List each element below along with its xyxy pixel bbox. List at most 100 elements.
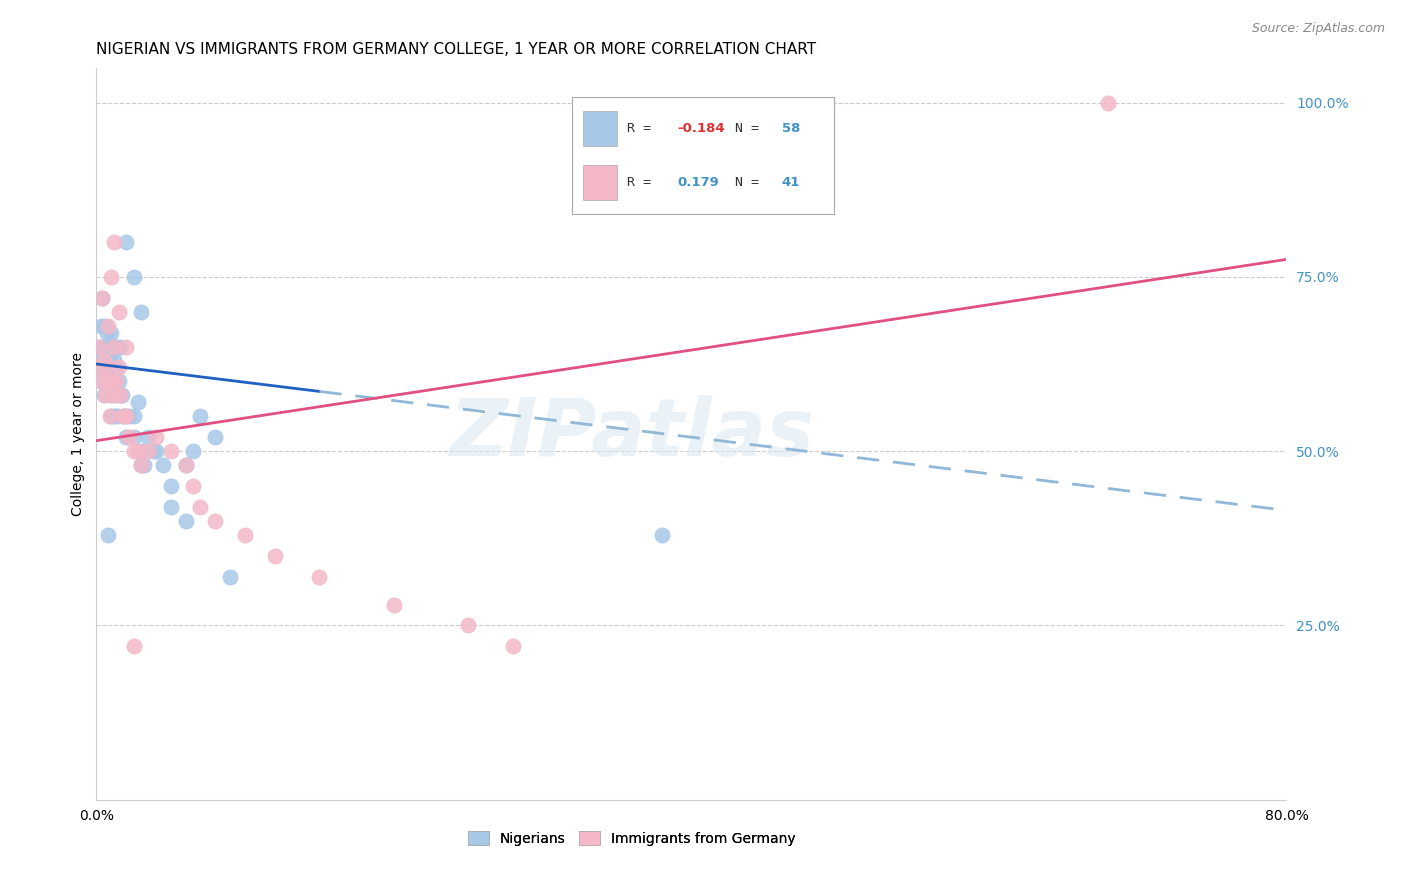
Point	[190, 409, 212, 424]
Point	[159, 500, 181, 514]
Point	[204, 430, 226, 444]
Point	[97, 375, 120, 389]
Point	[93, 353, 115, 368]
Point	[152, 458, 174, 472]
Point	[122, 640, 145, 654]
Point	[112, 409, 135, 424]
Point	[502, 640, 524, 654]
Legend: Nigerians, Immigrants from Germany: Nigerians, Immigrants from Germany	[463, 825, 801, 851]
Text: ZIPatlas: ZIPatlas	[450, 394, 814, 473]
Point	[174, 458, 197, 472]
Point	[122, 430, 145, 444]
Point	[457, 618, 479, 632]
Point	[89, 340, 111, 354]
Point	[308, 569, 330, 583]
Point	[98, 388, 121, 402]
Point	[129, 458, 152, 472]
Point	[122, 444, 145, 458]
Point	[382, 598, 405, 612]
Point	[91, 375, 114, 389]
Point	[115, 340, 138, 354]
Point	[100, 326, 122, 340]
Point	[107, 360, 129, 375]
Point	[101, 340, 124, 354]
Point	[129, 444, 152, 458]
Point	[127, 395, 149, 409]
Point	[108, 388, 131, 402]
Point	[204, 514, 226, 528]
Point	[145, 444, 167, 458]
Point	[96, 375, 118, 389]
Point	[174, 514, 197, 528]
Point	[112, 409, 135, 424]
Point	[190, 500, 212, 514]
Point	[101, 375, 124, 389]
Point	[104, 388, 127, 402]
Point	[94, 388, 117, 402]
Point	[138, 444, 160, 458]
Point	[651, 528, 673, 542]
Point	[91, 291, 114, 305]
Point	[122, 409, 145, 424]
Point	[96, 360, 118, 375]
Point	[107, 375, 129, 389]
Point	[103, 409, 125, 424]
Point	[97, 318, 120, 333]
Point	[105, 409, 128, 424]
Point	[129, 304, 152, 318]
Point	[159, 479, 181, 493]
Text: Source: ZipAtlas.com: Source: ZipAtlas.com	[1251, 22, 1385, 36]
Point	[122, 269, 145, 284]
Point	[145, 430, 167, 444]
Point	[87, 360, 110, 375]
Point	[108, 340, 131, 354]
Point	[219, 569, 242, 583]
Point	[115, 430, 138, 444]
Point	[97, 528, 120, 542]
Point	[104, 340, 127, 354]
Point	[100, 269, 122, 284]
Point	[96, 326, 118, 340]
Point	[93, 388, 115, 402]
Point	[87, 360, 110, 375]
Point	[108, 388, 131, 402]
Point	[100, 360, 122, 375]
Point	[107, 304, 129, 318]
Point	[127, 444, 149, 458]
Point	[129, 458, 152, 472]
Point	[90, 375, 112, 389]
Point	[233, 528, 256, 542]
Point	[181, 479, 204, 493]
Point	[90, 318, 112, 333]
Point	[181, 444, 204, 458]
Point	[90, 353, 112, 368]
Point	[118, 430, 141, 444]
Point	[89, 340, 111, 354]
Y-axis label: College, 1 year or more: College, 1 year or more	[72, 351, 86, 516]
Point	[97, 340, 120, 354]
Point	[142, 444, 165, 458]
Point	[138, 430, 160, 444]
Point	[159, 444, 181, 458]
Point	[174, 458, 197, 472]
Point	[103, 353, 125, 368]
Point	[100, 375, 122, 389]
Point	[93, 340, 115, 354]
Point	[104, 375, 127, 389]
Point	[103, 235, 125, 249]
Point	[101, 388, 124, 402]
Point	[100, 409, 122, 424]
Point	[118, 409, 141, 424]
Point	[105, 360, 128, 375]
Point	[103, 340, 125, 354]
Point	[1097, 95, 1119, 110]
Point	[263, 549, 285, 563]
Point	[132, 458, 155, 472]
Point	[98, 409, 121, 424]
Point	[98, 346, 121, 360]
Point	[111, 388, 134, 402]
Point	[91, 291, 114, 305]
Text: NIGERIAN VS IMMIGRANTS FROM GERMANY COLLEGE, 1 YEAR OR MORE CORRELATION CHART: NIGERIAN VS IMMIGRANTS FROM GERMANY COLL…	[97, 42, 817, 57]
Point	[94, 318, 117, 333]
Point	[97, 360, 120, 375]
